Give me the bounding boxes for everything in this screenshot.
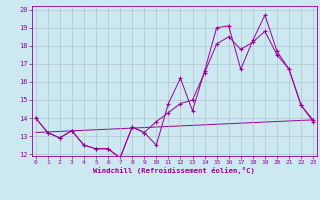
X-axis label: Windchill (Refroidissement éolien,°C): Windchill (Refroidissement éolien,°C) [93,167,255,174]
